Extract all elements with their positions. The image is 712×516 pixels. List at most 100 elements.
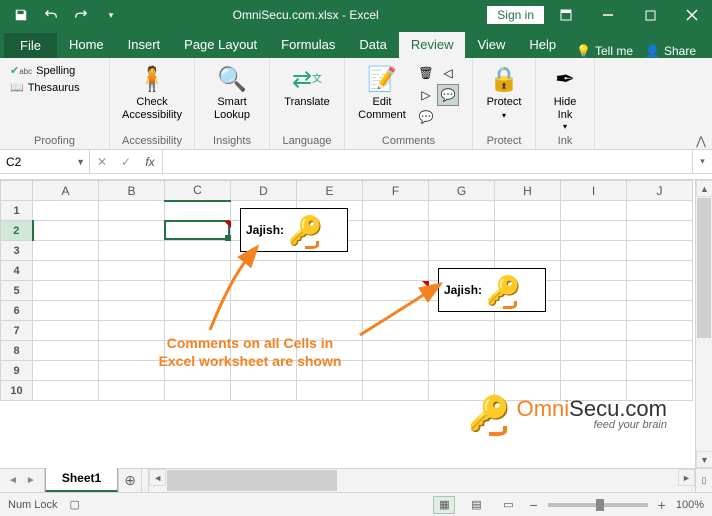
column-header[interactable]: B (99, 181, 165, 201)
cell[interactable] (33, 221, 99, 241)
maximize-icon[interactable] (630, 0, 670, 30)
row-header[interactable]: 8 (1, 341, 33, 361)
cell[interactable] (33, 201, 99, 221)
column-header[interactable]: C (165, 181, 231, 201)
cell[interactable] (495, 221, 561, 241)
cell[interactable] (561, 361, 627, 381)
cell[interactable] (231, 301, 297, 321)
tab-formulas[interactable]: Formulas (269, 32, 347, 58)
cell[interactable] (363, 261, 429, 281)
column-header[interactable]: A (33, 181, 99, 201)
vertical-scrollbar[interactable]: ▲ ▼ (695, 180, 712, 468)
row-header[interactable]: 10 (1, 381, 33, 401)
cell[interactable] (561, 261, 627, 281)
zoom-level[interactable]: 100% (676, 499, 704, 511)
cell[interactable] (627, 321, 693, 341)
scroll-right-icon[interactable]: ► (678, 469, 695, 486)
cell[interactable] (99, 301, 165, 321)
cell[interactable] (561, 281, 627, 301)
tab-insert[interactable]: Insert (116, 32, 173, 58)
save-icon[interactable] (8, 2, 34, 28)
cell[interactable] (99, 241, 165, 261)
cell[interactable] (33, 321, 99, 341)
cell[interactable] (495, 201, 561, 221)
cell[interactable] (561, 301, 627, 321)
sheet-nav-next-icon[interactable]: ► (26, 475, 36, 486)
cell[interactable] (627, 281, 693, 301)
cell[interactable] (363, 281, 429, 301)
show-comment-button[interactable]: 💬 (437, 84, 459, 106)
cell[interactable] (429, 221, 495, 241)
qat-customize-icon[interactable]: ▾ (98, 2, 124, 28)
smart-lookup-button[interactable]: 🔍Smart Lookup (201, 62, 263, 124)
row-header[interactable]: 2 (1, 221, 33, 241)
scroll-down-icon[interactable]: ▼ (696, 451, 712, 468)
sheet-nav-prev-icon[interactable]: ◄ (8, 475, 18, 486)
cell[interactable] (363, 321, 429, 341)
protect-button[interactable]: 🔒Protect▾ (479, 62, 529, 124)
row-header[interactable]: 6 (1, 301, 33, 321)
minimize-icon[interactable] (588, 0, 628, 30)
delete-comment-button[interactable]: 🗑 (415, 62, 437, 84)
scroll-up-icon[interactable]: ▲ (696, 180, 712, 197)
spelling-button[interactable]: ✔abcSpelling (6, 62, 84, 79)
horizontal-scrollbar[interactable]: ◄ ► (148, 469, 695, 492)
cell[interactable] (627, 301, 693, 321)
ribbon-display-icon[interactable] (546, 0, 586, 30)
cell[interactable] (33, 261, 99, 281)
cell[interactable] (363, 361, 429, 381)
row-header[interactable]: 3 (1, 241, 33, 261)
prev-comment-button[interactable]: ◁ (437, 62, 459, 84)
row-header[interactable]: 5 (1, 281, 33, 301)
cell[interactable] (297, 301, 363, 321)
cell[interactable] (165, 301, 231, 321)
cell[interactable] (99, 381, 165, 401)
tab-help[interactable]: Help (517, 32, 568, 58)
cell[interactable] (561, 341, 627, 361)
formula-input[interactable] (163, 150, 692, 173)
namebox-dropdown-icon[interactable]: ▼ (76, 157, 85, 167)
cell[interactable] (429, 341, 495, 361)
cell[interactable] (363, 221, 429, 241)
cell[interactable] (561, 221, 627, 241)
cell[interactable] (363, 301, 429, 321)
row-header[interactable]: 4 (1, 261, 33, 281)
collapse-ribbon-icon[interactable]: ⋀ (696, 134, 706, 148)
cell[interactable] (231, 261, 297, 281)
page-layout-view-icon[interactable]: ▤ (465, 496, 487, 514)
cell[interactable] (627, 361, 693, 381)
cell[interactable] (165, 381, 231, 401)
new-sheet-button[interactable]: ⊕ (118, 469, 142, 492)
column-header[interactable]: G (429, 181, 495, 201)
column-header[interactable]: F (363, 181, 429, 201)
cell[interactable] (627, 201, 693, 221)
cell[interactable] (99, 261, 165, 281)
expand-formula-icon[interactable]: ▾ (692, 150, 712, 173)
show-all-comments-button[interactable]: 💬 (415, 106, 437, 128)
cell[interactable] (33, 301, 99, 321)
fx-icon[interactable]: fx (138, 155, 162, 169)
cell[interactable] (165, 201, 231, 221)
tab-file[interactable]: File (4, 33, 57, 58)
cell[interactable] (33, 381, 99, 401)
cell[interactable] (627, 341, 693, 361)
comment-indicator[interactable] (422, 281, 429, 288)
close-icon[interactable] (672, 0, 712, 30)
tab-review[interactable]: Review (399, 32, 466, 58)
cell[interactable] (297, 281, 363, 301)
comment-indicator[interactable] (224, 221, 231, 228)
cell[interactable] (33, 361, 99, 381)
scroll-thumb[interactable] (697, 198, 711, 338)
cell[interactable] (495, 341, 561, 361)
column-header[interactable]: H (495, 181, 561, 201)
cell[interactable] (99, 281, 165, 301)
column-header[interactable]: E (297, 181, 363, 201)
translate-button[interactable]: ⇄文Translate (276, 62, 338, 111)
hide-ink-button[interactable]: ✒Hide Ink▾ (542, 62, 588, 134)
zoom-in-button[interactable]: + (658, 497, 666, 513)
tab-view[interactable]: View (465, 32, 517, 58)
grid[interactable]: ABCDEFGHIJ 12345678910 Jajish: 🔑 Jajish:… (0, 180, 695, 468)
cell[interactable] (627, 261, 693, 281)
cell[interactable] (627, 221, 693, 241)
cell[interactable] (165, 261, 231, 281)
